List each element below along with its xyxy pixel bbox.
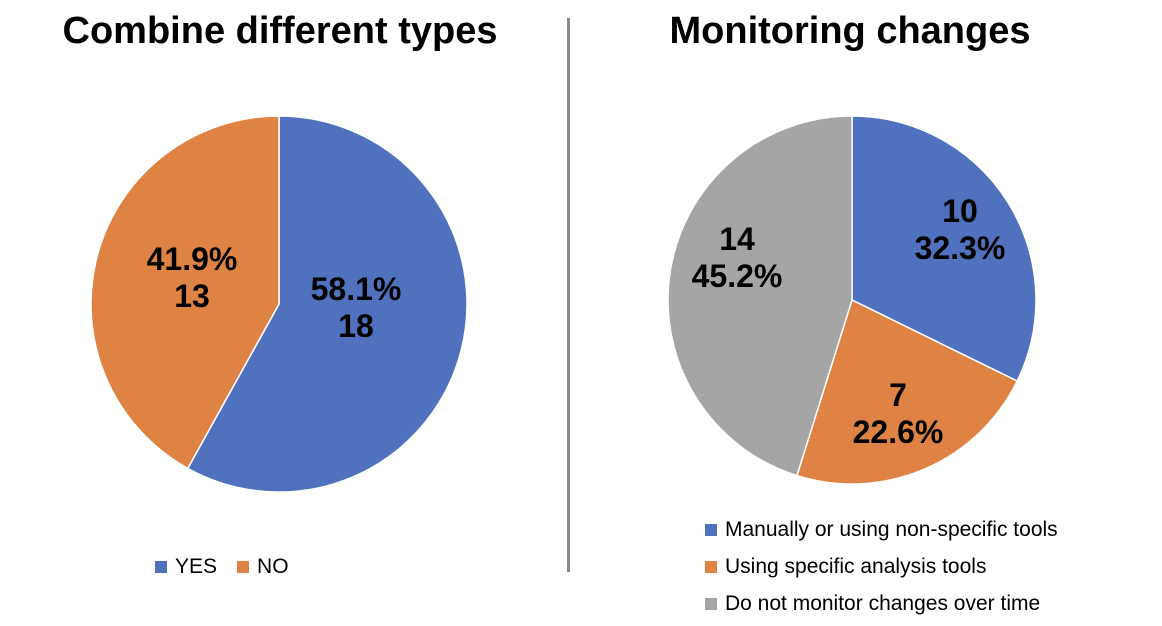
pie-label-no-monitoring-count: 14: [719, 221, 755, 257]
legend-swatch-yes: [155, 561, 167, 573]
legend-item-yes: YES: [155, 555, 217, 579]
pie-label-no-monitoring-percent: 45.2%: [692, 258, 783, 294]
legend-item-no-monitoring: Do not monitor changes over time: [705, 585, 1058, 622]
legend-swatch-specific-tools: [705, 560, 717, 573]
legend-item-no: NO: [237, 555, 289, 579]
pie-label-yes-percent: 58.1%: [311, 271, 402, 307]
legend-monitoring-changes: Manually or using non-specific tools Usi…: [705, 511, 1058, 622]
chart-divider: [567, 18, 570, 572]
legend-swatch-no: [237, 561, 250, 573]
pie-label-specific-tools-count: 7: [889, 377, 907, 413]
legend-label-manual: Manually or using non-specific tools: [725, 517, 1058, 541]
pie-label-yes-count: 18: [338, 308, 374, 344]
legend-label-specific-tools: Using specific analysis tools: [725, 554, 987, 578]
pie-slice-specific-tools: [795, 298, 1019, 485]
pie-label-no-count: 13: [174, 278, 210, 314]
legend-item-specific-tools: Using specific analysis tools: [705, 548, 1058, 585]
chart-title-monitoring-changes: Monitoring changes: [669, 10, 1031, 52]
legend-label-no-monitoring: Do not monitor changes over time: [725, 591, 1041, 615]
pie-label-specific-tools-percent: 22.6%: [853, 414, 944, 450]
chart-title-combine-types: Combine different types: [62, 10, 498, 52]
legend-combine-types: YES NO: [155, 555, 289, 579]
legend-label-no: NO: [257, 555, 289, 578]
legend-item-manual: Manually or using non-specific tools: [705, 511, 1058, 548]
pie-slice-no: [90, 115, 280, 470]
legend-swatch-manual: [705, 523, 717, 536]
pie-slice-yes: [186, 115, 468, 493]
pie-slice-no-monitoring: [667, 115, 853, 477]
legend-label-yes: YES: [175, 555, 218, 578]
pie-slice-manual: [851, 115, 1037, 383]
pie-label-no-percent: 41.9%: [147, 241, 238, 277]
pie-label-manual-percent: 32.3%: [915, 230, 1006, 266]
legend-swatch-no-monitoring: [705, 597, 717, 610]
pie-label-manual-count: 10: [942, 193, 978, 229]
